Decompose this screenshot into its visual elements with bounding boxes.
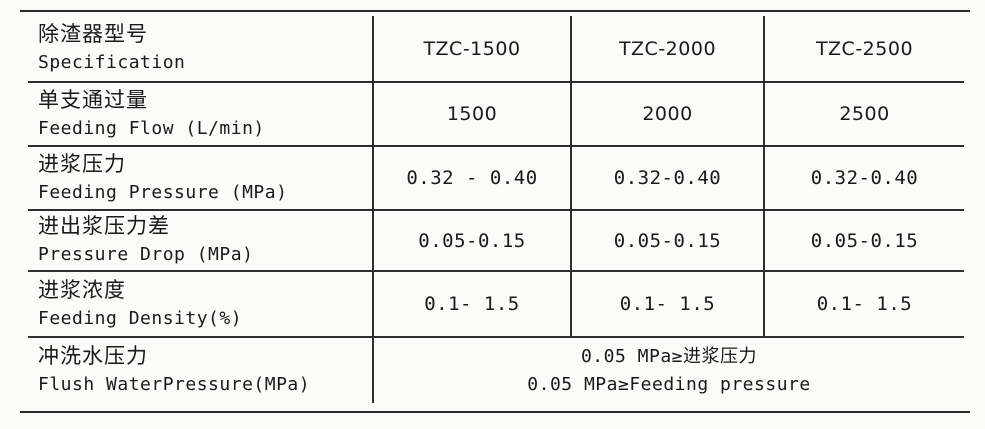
- table-row: 进浆压力 Feeding Pressure (MPa) 0.32 - 0.40 …: [28, 145, 964, 211]
- value-cell: 0.1- 1.5: [763, 270, 964, 338]
- top-rule: [20, 10, 970, 12]
- label-chinese: 进浆浓度: [38, 277, 126, 302]
- row-label: 进出浆压力差 Pressure Drop (MPa): [28, 209, 374, 272]
- value-cell: 0.05-0.15: [763, 209, 964, 272]
- label-english: Specification: [38, 52, 186, 73]
- label-english: Feeding Flow (L/min): [38, 117, 265, 139]
- value-cell: 0.05-0.15: [570, 209, 765, 272]
- table-row: 除渣器型号 Specification TZC-1500 TZC-2000 TZ…: [28, 16, 964, 83]
- bottom-rule: [20, 411, 970, 413]
- value-cell: 2500: [763, 81, 964, 147]
- label-chinese: 单支通过量: [38, 87, 148, 112]
- specification-table: 除渣器型号 Specification TZC-1500 TZC-2000 TZ…: [28, 16, 964, 403]
- label-english: Feeding Pressure (MPa): [38, 181, 288, 203]
- model-cell: TZC-2000: [570, 16, 765, 83]
- value-cell: 0.32 - 0.40: [372, 145, 572, 211]
- label-chinese: 进浆压力: [38, 151, 126, 176]
- value-cell: 2000: [570, 81, 765, 147]
- value-cell: 0.1- 1.5: [570, 270, 765, 338]
- table-row: 进出浆压力差 Pressure Drop (MPa) 0.05-0.15 0.0…: [28, 209, 964, 272]
- row-label: 进浆压力 Feeding Pressure (MPa): [28, 145, 374, 211]
- table-row: 进浆浓度 Feeding Density(%) 0.1- 1.5 0.1- 1.…: [28, 270, 964, 338]
- label-chinese: 进出浆压力差: [38, 214, 170, 238]
- label-chinese: 除渣器型号: [38, 22, 148, 46]
- merged-value-english: 0.05 MPa≥Feeding pressure: [527, 373, 811, 395]
- table-row: 单支通过量 Feeding Flow (L/min) 1500 2000 250…: [28, 81, 964, 147]
- row-label: 除渣器型号 Specification: [28, 16, 374, 83]
- label-english: Pressure Drop (MPa): [38, 244, 254, 265]
- value-cell: 0.32-0.40: [763, 145, 964, 211]
- model-cell: TZC-2500: [763, 16, 964, 83]
- row-label: 进浆浓度 Feeding Density(%): [28, 270, 374, 338]
- model-cell: TZC-1500: [372, 16, 572, 83]
- value-cell: 0.32-0.40: [570, 145, 765, 211]
- label-chinese: 冲洗水压力: [38, 344, 148, 368]
- value-cell: 0.05-0.15: [372, 209, 572, 272]
- value-cell: 0.1- 1.5: [372, 270, 572, 338]
- label-english: Flush WaterPressure(MPa): [38, 374, 311, 395]
- row-label: 单支通过量 Feeding Flow (L/min): [28, 81, 374, 147]
- value-cell: 1500: [372, 81, 572, 147]
- row-label: 冲洗水压力 Flush WaterPressure(MPa): [28, 336, 374, 403]
- label-english: Feeding Density(%): [38, 307, 243, 329]
- merged-value-cell: 0.05 MPa≥进浆压力 0.05 MPa≥Feeding pressure: [372, 336, 964, 403]
- table-row: 冲洗水压力 Flush WaterPressure(MPa) 0.05 MPa≥…: [28, 336, 964, 403]
- merged-value-chinese: 0.05 MPa≥进浆压力: [580, 345, 758, 367]
